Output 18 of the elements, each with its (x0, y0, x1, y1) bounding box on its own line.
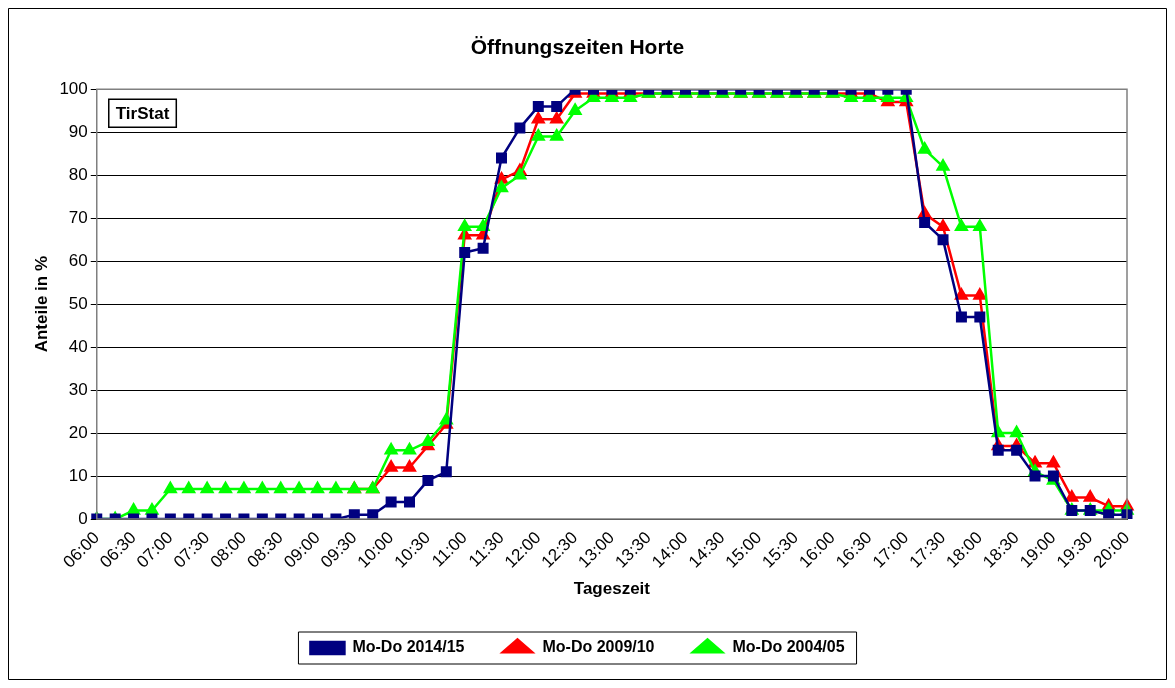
x-axis-title: Tageszeit (573, 579, 651, 599)
y-tick-label: 10 (68, 465, 88, 485)
y-tick-label: 90 (68, 121, 88, 141)
legend-label: Mo-Do 2004/05 (732, 638, 845, 656)
y-tick-label: 40 (68, 336, 88, 356)
y-tick-label: 100 (59, 78, 88, 98)
y-tick-label: 20 (68, 422, 88, 442)
chart-title: Öffnungszeiten Horte (470, 35, 685, 59)
y-tick-label: 70 (68, 207, 88, 227)
legend-label: Mo-Do 2014/15 (352, 638, 465, 656)
annotation: TirStat (115, 103, 170, 123)
y-tick-label: 0 (78, 508, 88, 528)
y-axis-title: Anteile in % (31, 255, 51, 353)
y-tick-label: 60 (68, 250, 88, 270)
legend-label: Mo-Do 2009/10 (542, 638, 655, 656)
y-tick-label: 30 (68, 379, 88, 399)
y-tick-label: 80 (68, 164, 88, 184)
y-tick-label: 50 (68, 293, 88, 313)
